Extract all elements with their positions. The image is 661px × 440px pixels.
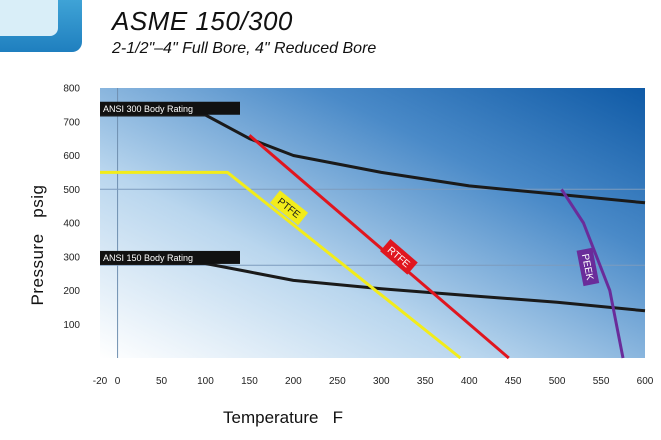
series-line-1 [100, 262, 646, 313]
series-label-box-0 [100, 101, 240, 115]
series-tag-bg-3 [380, 238, 418, 275]
series-line-3 [248, 134, 510, 360]
series-label-0: ANSI 300 Body Rating [103, 104, 193, 114]
x-tick-label: 300 [373, 376, 390, 387]
corner-accent-inner [0, 0, 58, 36]
x-tick-label: 250 [329, 376, 346, 387]
y-tick-label: 500 [63, 185, 80, 196]
y-tick-label: 200 [63, 286, 80, 297]
x-tick-label: 550 [593, 376, 610, 387]
x-tick-label: 100 [197, 376, 214, 387]
series-tag-3: RTFE [380, 238, 418, 275]
x-tick-label: 500 [549, 376, 566, 387]
series-line-4 [560, 188, 625, 359]
chart-title: ASME 150/300 [112, 6, 293, 36]
x-tick-label: 400 [461, 376, 478, 387]
chart-subtitle: 2-1/2"–4" Full Bore, 4" Reduced Bore [112, 40, 377, 57]
x-tick-label: 0 [115, 376, 121, 387]
series-label-box-1 [100, 250, 240, 264]
series-label-1: ANSI 150 Body Rating [103, 253, 193, 263]
y-tick-label: 600 [63, 151, 80, 162]
y-axis-label: Pressure psig [28, 184, 47, 306]
y-tick-label: 800 [63, 84, 80, 95]
series-tag-4: PEEK [576, 247, 600, 287]
y-tick-label: 400 [63, 219, 80, 230]
x-tick-label: 350 [417, 376, 434, 387]
y-tick-label: 300 [63, 252, 80, 263]
x-axis-label: Temperature F [223, 408, 343, 427]
x-tick-label: 50 [156, 376, 168, 387]
series-tag-bg-2 [269, 190, 309, 226]
series-line-2 [100, 170, 462, 360]
x-tick-label: 450 [505, 376, 522, 387]
x-tick-label: -20 [93, 376, 108, 387]
plot-area [100, 88, 645, 358]
x-tick-label: 150 [241, 376, 258, 387]
x-tick-label: 200 [285, 376, 302, 387]
y-tick-label: 100 [63, 320, 80, 331]
x-tick-label: 600 [637, 376, 654, 387]
series-label-4: PEEK [579, 253, 595, 282]
series-line-0 [100, 113, 646, 205]
y-tick-label: 700 [63, 117, 80, 128]
corner-accent [0, 0, 82, 52]
series-tag-bg-4 [576, 247, 600, 287]
